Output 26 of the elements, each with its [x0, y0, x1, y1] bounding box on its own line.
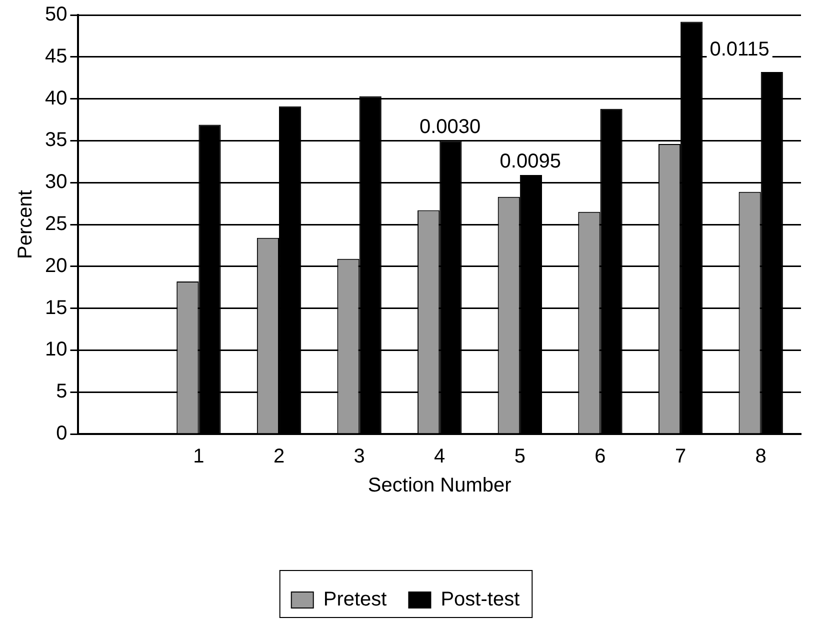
x-tick-label: 5: [514, 446, 526, 468]
legend-label: Pretest: [323, 588, 388, 611]
y-tick-label: 50: [44, 4, 68, 26]
y-tick-label: 45: [44, 45, 68, 68]
x-axis-title: Section Number: [368, 474, 512, 497]
x-tick-label: 2: [273, 446, 285, 468]
annotation: 0.0095: [500, 150, 561, 173]
x-tick-label: 7: [674, 446, 686, 468]
y-tick-label: 0: [56, 422, 68, 445]
x-tick-label: 8: [755, 446, 766, 468]
x-tick-label: 6: [594, 446, 606, 468]
y-tick-label: 30: [44, 171, 68, 194]
y-tick-label: 20: [44, 254, 68, 277]
x-tick-label: 1: [193, 446, 204, 468]
y-tick-label: 5: [56, 380, 68, 403]
annotation: 0.0030: [419, 116, 481, 138]
annotation: 0.0115: [710, 38, 770, 61]
y-tick-label: 10: [44, 338, 68, 361]
y-tick-label: 40: [44, 87, 68, 110]
x-tick-label: 4: [434, 446, 446, 468]
legend-label: Post-test: [440, 588, 520, 611]
y-tick-label: 15: [44, 296, 68, 319]
y-tick-label: 35: [44, 129, 68, 152]
x-tick-label: 3: [354, 446, 365, 468]
y-tick-label: 25: [44, 213, 68, 236]
y-axis-title: Percent: [14, 190, 37, 259]
